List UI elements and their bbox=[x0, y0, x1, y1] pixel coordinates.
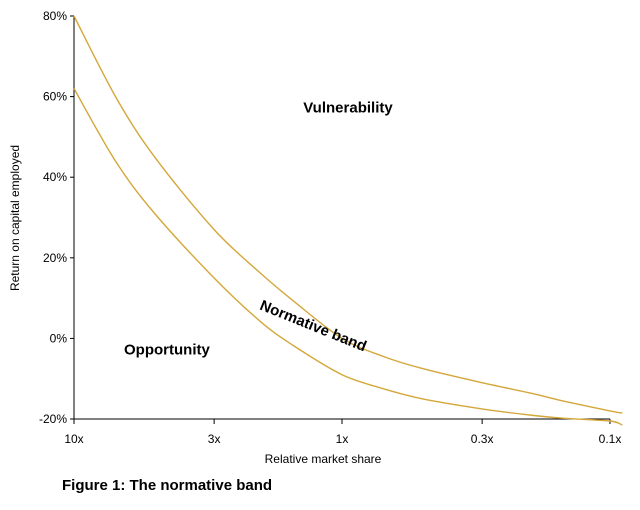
x-tick-label: 3x bbox=[208, 432, 221, 446]
y-tick-label: 60% bbox=[43, 90, 67, 104]
y-tick-label: 40% bbox=[43, 170, 67, 184]
y-tick-label: -20% bbox=[39, 412, 67, 426]
series-line-1 bbox=[73, 15, 623, 414]
annotation-opportunity: Opportunity bbox=[124, 342, 210, 359]
x-tick-label: 1x bbox=[336, 432, 349, 446]
y-tick-label: 0% bbox=[50, 331, 68, 345]
chart: 80% 60% 40% 20% 0% -20% 10x 3x 1x 0.3x 0.1x Vulne… bbox=[8, 9, 623, 466]
y-tick-label: 20% bbox=[43, 251, 67, 265]
annotation-vulnerability: Vulnerability bbox=[303, 100, 393, 117]
annotation-normative-band: Normative band bbox=[257, 297, 368, 355]
x-tick-label: 10x bbox=[64, 432, 83, 446]
series-lines bbox=[73, 15, 623, 426]
x-ticks: 10x 3x 1x 0.3x 0.1x bbox=[64, 419, 621, 446]
y-axis-title: Return on capital employed bbox=[8, 145, 22, 291]
x-tick-label: 0.3x bbox=[471, 432, 494, 446]
x-axis-title: Relative market share bbox=[265, 452, 382, 466]
y-ticks: 80% 60% 40% 20% 0% -20% bbox=[39, 9, 74, 426]
x-tick-label: 0.1x bbox=[599, 432, 622, 446]
y-tick-label: 80% bbox=[43, 9, 67, 23]
figure-caption: Figure 1: The normative band bbox=[62, 477, 273, 494]
series-line-2 bbox=[73, 88, 623, 426]
